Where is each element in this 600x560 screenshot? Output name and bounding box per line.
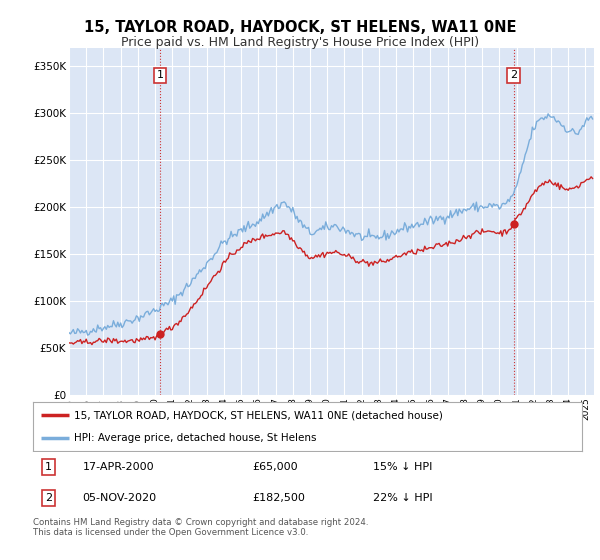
Text: HPI: Average price, detached house, St Helens: HPI: Average price, detached house, St H… — [74, 433, 317, 443]
Text: 1: 1 — [157, 71, 164, 81]
Text: 05-NOV-2020: 05-NOV-2020 — [82, 493, 157, 503]
Text: Contains HM Land Registry data © Crown copyright and database right 2024.
This d: Contains HM Land Registry data © Crown c… — [33, 518, 368, 538]
Text: 2: 2 — [510, 71, 517, 81]
Text: 17-APR-2000: 17-APR-2000 — [82, 462, 154, 472]
Text: 1: 1 — [45, 462, 52, 472]
Text: Price paid vs. HM Land Registry's House Price Index (HPI): Price paid vs. HM Land Registry's House … — [121, 36, 479, 49]
Text: 2: 2 — [45, 493, 52, 503]
Text: 15, TAYLOR ROAD, HAYDOCK, ST HELENS, WA11 0NE: 15, TAYLOR ROAD, HAYDOCK, ST HELENS, WA1… — [84, 20, 516, 35]
Text: 15, TAYLOR ROAD, HAYDOCK, ST HELENS, WA11 0NE (detached house): 15, TAYLOR ROAD, HAYDOCK, ST HELENS, WA1… — [74, 410, 443, 421]
Text: £182,500: £182,500 — [253, 493, 305, 503]
Text: 15% ↓ HPI: 15% ↓ HPI — [373, 462, 433, 472]
Text: £65,000: £65,000 — [253, 462, 298, 472]
Text: 22% ↓ HPI: 22% ↓ HPI — [373, 493, 433, 503]
